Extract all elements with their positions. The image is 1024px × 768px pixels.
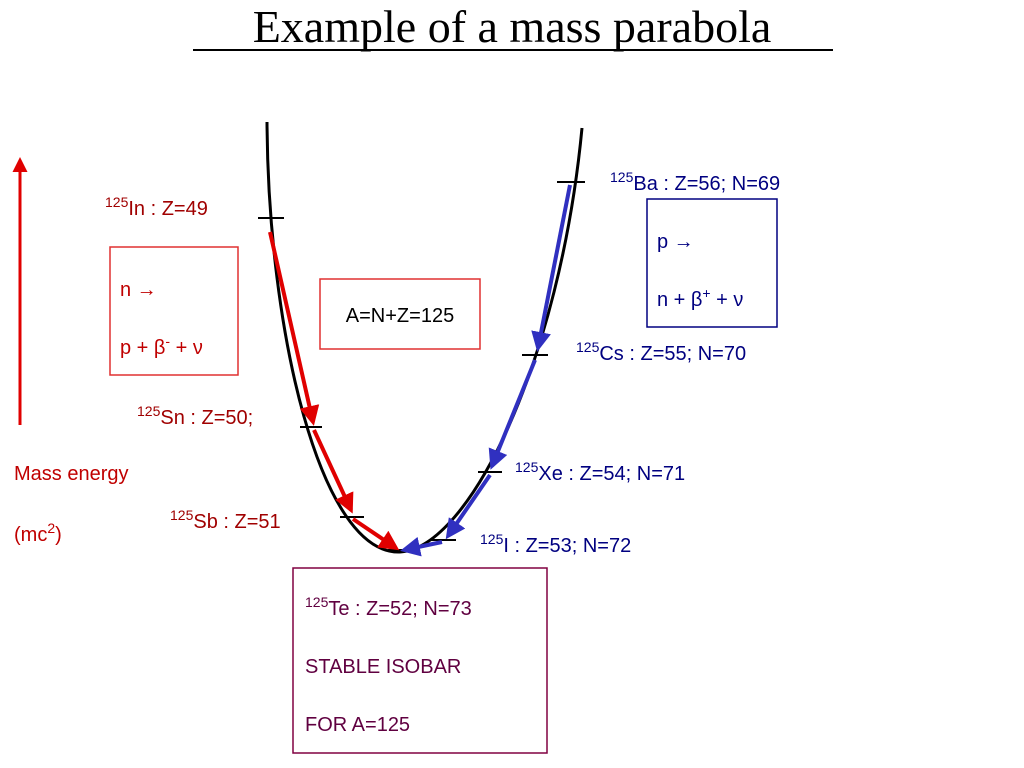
mass-number: 125 — [137, 403, 161, 419]
unit-suffix: ) — [55, 524, 62, 546]
axis-label: Mass energy — [14, 463, 129, 485]
stable-line: FOR A=125 — [305, 714, 410, 736]
decay-prefix: n + β — [657, 289, 702, 311]
decay-prefix: p + β — [120, 337, 165, 359]
level-ticks — [258, 181, 585, 551]
nuclide: Ba : Z=56; N=69 — [633, 173, 780, 195]
isobar-box — [319, 278, 481, 350]
nuclide-label: 125Xe : Z=54; N=71 — [515, 459, 685, 485]
nuclide-label: 125Ba : Z=56; N=69 — [610, 169, 780, 195]
decay-line: n → — [120, 279, 157, 301]
unit-prefix: (mc — [14, 524, 47, 546]
beta-minus-box — [109, 246, 239, 376]
decay-line: p + β- + ν — [120, 333, 203, 359]
nuclide: In : Z=49 — [128, 198, 208, 220]
nuclide: Sb : Z=51 — [193, 511, 280, 533]
nuclide: Cs : Z=55; N=70 — [599, 343, 746, 365]
axis-label-unit: (mc2) — [14, 520, 62, 546]
mass-number: 125 — [480, 531, 504, 547]
decay-sup: + — [702, 285, 710, 301]
mass-parabola — [265, 121, 584, 554]
decay-line: n + β+ + ν — [657, 285, 743, 311]
nuclide: Xe : Z=54; N=71 — [538, 463, 685, 485]
nuclide: Sn : Z=50; — [160, 407, 253, 429]
nuclide-label: 125Sb : Z=51 — [170, 507, 281, 533]
beta-plus-box — [646, 198, 778, 328]
nuclide: Te : Z=52; N=73 — [328, 598, 471, 620]
title: Example of a mass parabola — [253, 1, 772, 52]
nuclide-label: 125In : Z=49 — [105, 194, 208, 220]
nuclide-label: 125Cs : Z=55; N=70 — [576, 339, 746, 365]
mass-number: 125 — [170, 507, 194, 523]
stable-line: STABLE ISOBAR — [305, 656, 461, 678]
nuclide: I : Z=53; N=72 — [503, 535, 631, 557]
mass-number: 125 — [576, 339, 600, 355]
isobar-text: A=N+Z=125 — [346, 305, 454, 327]
nuclide-label: 125Sn : Z=50; — [137, 403, 253, 429]
decay-suffix: + ν — [170, 337, 203, 359]
mass-number: 125 — [105, 194, 129, 210]
mass-number: 125 — [610, 169, 634, 185]
unit-sup: 2 — [47, 520, 55, 536]
decay-sup: - — [165, 333, 170, 349]
mass-number: 125 — [515, 459, 539, 475]
mass-number: 125 — [305, 594, 329, 610]
decay-suffix: + ν — [711, 289, 744, 311]
decay-line: p → — [657, 231, 694, 253]
stable-nuclide: 125Te : Z=52; N=73 — [305, 594, 472, 620]
nuclide-label: 125I : Z=53; N=72 — [480, 531, 631, 557]
beta-minus-arrows — [268, 231, 400, 551]
stable-box — [292, 567, 548, 754]
beta-plus-arrows — [400, 184, 572, 557]
